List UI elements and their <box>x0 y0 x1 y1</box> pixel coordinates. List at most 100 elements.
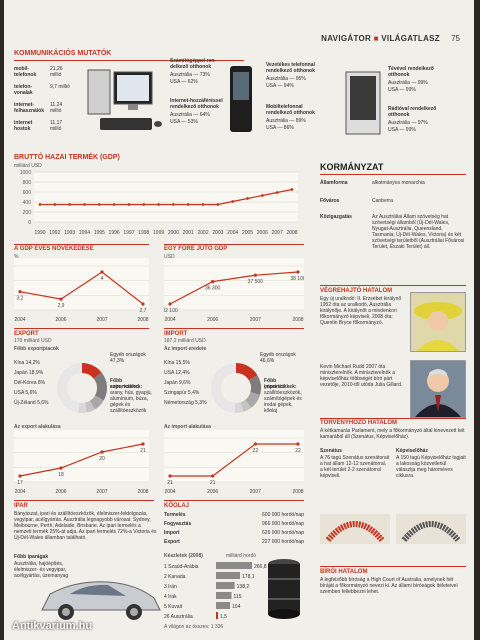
comm-box-row: USA — 94% <box>266 83 294 89</box>
gdp-point <box>186 203 190 206</box>
gdp-xtick: 1995 <box>94 230 105 236</box>
export-trend-xtick: 2007 <box>96 489 107 495</box>
growth-point <box>100 270 104 274</box>
import-trend-value-label: 22 <box>295 448 301 454</box>
gdp-xtick: 1992 <box>49 230 60 236</box>
import-line: 21 2004 21 2006 22 2007 22 2008 <box>164 430 304 495</box>
export-trend-value-label: 20 <box>99 456 105 462</box>
growth-xtick: 2006 <box>55 317 66 323</box>
oil-reserve-bar <box>216 582 235 589</box>
export-line: 17 2004 18 2006 20 2007 21 2008 <box>14 430 149 495</box>
exec-rule <box>320 285 466 286</box>
gov-row-value: Az Ausztráliai Állam szövetség hat szöve… <box>372 214 465 250</box>
oil-reserve-label: 26 Ausztrália <box>164 614 193 620</box>
gdp-xtick: 1998 <box>138 230 149 236</box>
gdp-xtick: 1996 <box>109 230 120 236</box>
import-slice <box>211 363 237 413</box>
import-trend-plot-bg <box>164 430 304 482</box>
phone-icon <box>227 64 257 136</box>
import-trend-xtick: 2004 <box>164 489 175 495</box>
growth-point <box>141 302 145 306</box>
gdp-xtick: 2007 <box>272 230 283 236</box>
gdp-xtick: 2001 <box>183 230 194 236</box>
import-trend-point <box>211 474 215 478</box>
comm-item-label: telefon-vonalak <box>14 84 33 96</box>
export-slice <box>57 363 83 413</box>
gdp-plot-bg <box>34 172 298 222</box>
import-rule <box>164 328 304 329</box>
export-goods: szén, vasérc, arany, hús, gyapjú, alumín… <box>110 384 152 414</box>
growth-title: A GDP ÉVES NÖVEKEDÉSE <box>14 246 94 252</box>
export-trend-value-label: 17 <box>17 480 23 486</box>
gdp-point <box>260 194 264 197</box>
gdp-point <box>127 203 131 206</box>
export-trend-point <box>141 442 145 446</box>
export-partner-label: USA 5,6% <box>14 390 37 396</box>
gdp-xtick: 2006 <box>257 230 268 236</box>
oil-reserve-bar <box>216 572 241 579</box>
comm-title: KOMMUNIKÁCIÓS MUTATÓK <box>14 50 112 57</box>
percap-point <box>296 270 300 274</box>
import-amount: 187,2 milliárd USD <box>164 338 206 344</box>
percap-value-label: 36 300 <box>205 286 221 292</box>
computer-icon <box>84 66 164 136</box>
oil-reserve-value: 1,5 <box>220 614 227 620</box>
page-number: 75 <box>451 34 460 43</box>
parliament-chart <box>320 510 466 550</box>
gov-row-value: alkotmányos monarchia <box>372 180 425 186</box>
import-goods-title: Főbb importcikkek: <box>264 378 297 390</box>
gdp-point <box>68 203 72 206</box>
percap-line <box>169 271 299 305</box>
export-rule <box>14 328 149 329</box>
import-slice <box>234 402 244 413</box>
import-trend-value-label: 21 <box>167 480 173 486</box>
oil-reserve-unit: milliárd hordó <box>226 553 257 559</box>
comm-box-row: Ausztrália — 95% <box>266 76 306 82</box>
comm-box-row: Ausztrália — 97% <box>388 120 428 126</box>
leg-title: TÖRVÉNYHOZÓ HATALOM <box>320 420 397 426</box>
gdp-line <box>40 188 293 206</box>
oil-row-value: 600 000 hordó/nap <box>262 512 304 518</box>
oil-reserve-value: 104 <box>232 604 241 610</box>
gdp-xtick: 2008 <box>286 230 297 236</box>
gdp-xtick: 1990 <box>34 230 45 236</box>
exec-text-1: Egy új uralkodó: II. Erzsébet királynő 1… <box>320 296 402 326</box>
gdp-point <box>142 203 146 206</box>
import-slice <box>240 399 252 412</box>
leg-rule <box>320 418 466 419</box>
pm-photo <box>410 360 466 418</box>
export-partner-label: Japán 18,9% <box>14 370 44 376</box>
oil-row-label: Export <box>164 539 180 545</box>
leg-text: A kétkamarás Parlament, mely a főkormány… <box>320 428 465 440</box>
import-partner-label: Németország 5,3% <box>164 400 207 406</box>
atlas-page: NAVIGÁTOR ■ VILÁGATLASZ 75 KOMMUNIKÁCIÓS… <box>4 0 474 640</box>
import-partner-label: USA 12,4% <box>164 370 190 376</box>
import-goods: gépek és szállítóeszközök, számítógépek … <box>264 384 302 414</box>
oil-row-label: Termelés <box>164 512 186 518</box>
growth-line <box>19 271 144 305</box>
percap-xtick: 2004 <box>164 317 175 323</box>
gov-row-value: Canberra <box>372 198 393 204</box>
growth-point <box>59 297 63 301</box>
export-partner-label: Dél-Korea 8% <box>14 380 46 386</box>
export-trend-point <box>100 450 104 454</box>
comm-box-row: USA — 99% <box>388 87 416 93</box>
percap-point <box>168 302 172 306</box>
ipar-rule <box>14 500 154 501</box>
gdp-point <box>53 203 57 206</box>
export-slice <box>93 372 107 401</box>
percap-point <box>253 273 257 277</box>
gdp-point <box>112 203 116 206</box>
comm-box-title: Internet-hozzáféréssel rendelkező otthon… <box>170 98 223 110</box>
gdp-xtick: 2002 <box>197 230 208 236</box>
ipar-branches-title: Főbb iparágak <box>14 554 49 560</box>
comm-item-value: 11,24 millió <box>50 102 63 114</box>
car-icon <box>36 572 164 624</box>
comm-box-title: Rádióval rendelkező otthonok <box>388 106 437 118</box>
export-partner-label: Kína 14,2% <box>14 360 40 366</box>
gdp-xtick: 2005 <box>242 230 253 236</box>
oil-row-value: 626 000 hordó/nap <box>262 530 304 536</box>
comm-box-row: USA — 99% <box>388 127 416 133</box>
oil-reserves-chart: 1 Szaúd-Arábia 266,8 2 Kanada 178,1 3 Irán 13… <box>164 562 267 620</box>
oil-reserve-value: 138,2 <box>237 584 250 590</box>
